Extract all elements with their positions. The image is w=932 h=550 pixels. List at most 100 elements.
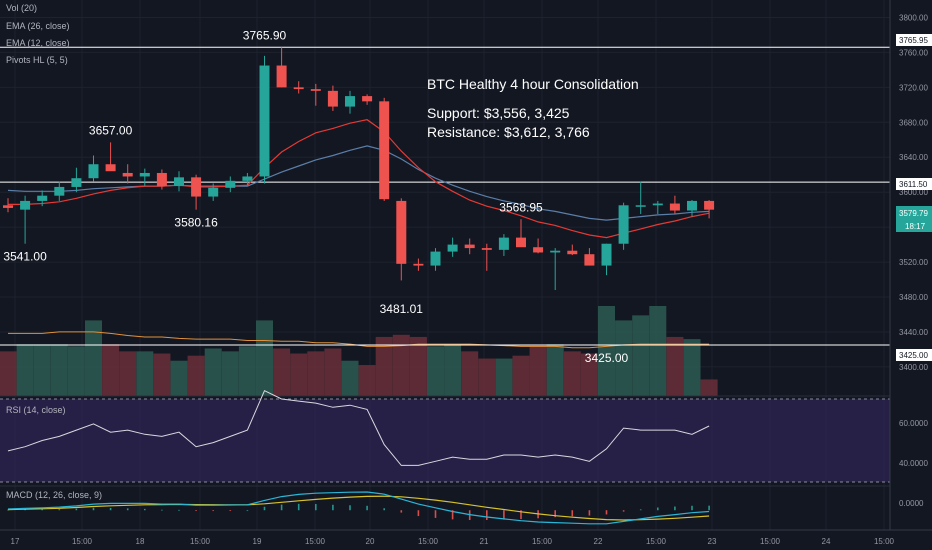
time-axis[interactable]: 17 15:00 18 15:00 19 15:00 20 15:00 21 15:00 22 15:… [11, 537, 895, 546]
rsi-line [7, 390, 710, 466]
price-axis-tick: 3720.00 [899, 83, 928, 92]
macd-histogram-bar [383, 508, 385, 511]
volume-bar [615, 320, 633, 396]
price-axis-tick: 3640.00 [899, 153, 928, 162]
macd-histogram-bar [588, 510, 591, 516]
macd-histogram-bar [520, 510, 522, 520]
pivot-label: 3481.01 [380, 302, 424, 316]
volume-bar [563, 351, 581, 396]
volume-bar [290, 353, 308, 396]
candle-body [71, 178, 82, 187]
volume-bar [341, 360, 359, 396]
candle-body [310, 89, 321, 91]
volume-bar [119, 351, 137, 396]
volume-bar [700, 379, 718, 396]
candle-body [635, 205, 646, 207]
macd-histogram-bar [639, 509, 642, 511]
pivot-label: 3765.90 [243, 28, 287, 42]
volume-bar [392, 334, 410, 396]
macd-histogram-bar [109, 507, 112, 511]
candle-body [327, 90, 338, 107]
volume-bar [666, 336, 684, 396]
volume-bar [67, 346, 85, 396]
volume-bar [153, 353, 171, 396]
candle-body [430, 251, 441, 266]
ema12-legend[interactable]: EMA (12, close) [6, 38, 70, 48]
volume-bar [204, 348, 222, 396]
time-axis-tick: 15:00 [418, 537, 439, 546]
badge-r1-bg [896, 178, 932, 190]
badge-r2: 3765.95 [899, 36, 928, 45]
volume-bar [187, 355, 205, 396]
time-axis-tick: 18 [136, 537, 145, 546]
candle-body [704, 200, 715, 210]
volume-bar [50, 344, 68, 396]
macd-histogram-bar [144, 508, 146, 511]
volume-bar [324, 348, 342, 396]
candle-body [447, 244, 458, 252]
candle-body [276, 65, 287, 88]
price-axis-tick: 3480.00 [899, 293, 928, 302]
macd-histogram-bar [75, 508, 78, 511]
rsi-legend[interactable]: RSI (14, close) [6, 405, 66, 415]
ema26-legend[interactable]: EMA (26, close) [6, 21, 70, 31]
time-axis-tick: 21 [480, 537, 489, 546]
candle-body [533, 247, 544, 253]
candle-body [37, 195, 48, 201]
volume-bar [33, 344, 51, 396]
macd-histogram-bar [691, 505, 693, 511]
macd-line [7, 491, 710, 525]
candle-body [550, 250, 561, 253]
candle-body [191, 177, 202, 197]
macd-histogram-bar [417, 510, 420, 517]
macd-histogram-bar [451, 510, 454, 520]
volume-bar [495, 358, 513, 396]
macd-histogram-bar [315, 504, 317, 511]
pivot-label: 3657.00 [89, 123, 133, 137]
vol-legend[interactable]: Vol (20) [6, 3, 37, 13]
volume-bar [580, 353, 598, 396]
pivots-legend[interactable]: Pivots HL (5, 5) [6, 55, 68, 65]
candle-body [3, 205, 13, 208]
macd-histogram-bar [434, 510, 437, 518]
macd-signal-line [7, 495, 710, 521]
candle-body [105, 164, 116, 172]
candle-body [618, 205, 629, 244]
volume-bar [461, 351, 479, 396]
time-axis-tick: 17 [11, 537, 20, 546]
macd-histogram-bar [178, 509, 180, 511]
macd-histogram-bar [92, 507, 95, 511]
price-axis-tick: 3440.00 [899, 328, 928, 337]
macd-histogram-bar [7, 509, 9, 511]
volume-bar [102, 344, 120, 396]
price-axis-tick: 3520.00 [899, 258, 928, 267]
ema12-line [8, 119, 710, 239]
volume-bar [649, 306, 667, 396]
candle-body [464, 244, 475, 249]
macd-legend[interactable]: MACD (12, 26, close, 9) [6, 490, 102, 500]
badge-r1: 3611.50 [899, 180, 928, 189]
ema26-line [7, 145, 710, 221]
candle-body [259, 65, 270, 177]
candle-body [652, 203, 663, 206]
volume-bar [273, 348, 291, 396]
time-axis-tick: 22 [594, 537, 603, 546]
candlesticks [3, 47, 715, 291]
badge-s2-bg [896, 349, 932, 361]
time-axis-tick: 15:00 [874, 537, 895, 546]
volume-bar [598, 306, 615, 396]
volume-bar [136, 351, 154, 396]
time-axis-tick: 15:00 [190, 537, 211, 546]
time-axis-tick: 24 [822, 537, 831, 546]
volume-bar [427, 346, 444, 396]
candle-body [293, 87, 304, 90]
candle-body [156, 172, 167, 187]
badge-last: 3579.79 [899, 209, 928, 218]
volume-bar [221, 351, 239, 396]
macd-histogram-bar [503, 510, 505, 520]
volume-bar [85, 320, 102, 396]
candle-body [498, 237, 509, 250]
pivot-label: 3568.95 [499, 200, 543, 214]
candle-body [516, 237, 526, 248]
